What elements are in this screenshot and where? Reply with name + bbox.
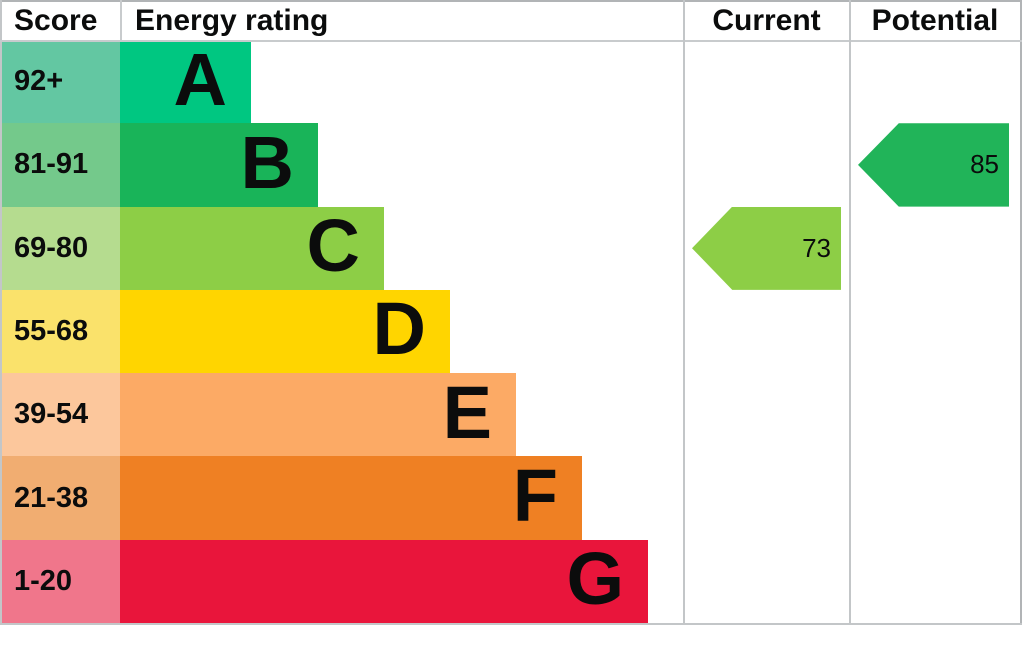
band-b-bar: B xyxy=(120,120,318,207)
rating-table-rows: Score Energy rating Current Potential 92… xyxy=(2,2,1020,623)
band-e-bar: E xyxy=(120,370,516,457)
band-d-bar: D xyxy=(120,287,450,374)
potential-column-header: Potential xyxy=(871,4,999,37)
band-a-letter: A xyxy=(173,37,227,121)
band-f-bar: F xyxy=(120,454,582,540)
current-column-divider xyxy=(683,0,685,625)
rating-table: Score Energy rating Current Potential 92… xyxy=(0,0,1022,625)
band-d-letter: D xyxy=(372,287,426,371)
table-top-border xyxy=(0,0,1022,2)
band-row-f: 21-38 F xyxy=(2,454,1020,540)
current-column-header: Current xyxy=(712,4,821,37)
band-f-score-range: 21-38 xyxy=(2,456,120,540)
band-b-score-range: 81-91 xyxy=(2,123,120,207)
score-column-divider xyxy=(120,0,122,40)
band-row-e: 39-54 E xyxy=(2,370,1020,457)
band-f-letter: F xyxy=(512,454,558,538)
potential-rating-value: 85 xyxy=(970,149,999,180)
band-g-letter: G xyxy=(566,537,624,621)
band-a-score-range: 92+ xyxy=(2,40,120,124)
band-c-letter: C xyxy=(306,204,360,288)
band-g-bar: G xyxy=(120,537,648,623)
header-underline xyxy=(0,40,1022,42)
band-d-score-range: 55-68 xyxy=(2,289,120,374)
potential-column-divider xyxy=(849,0,851,625)
band-e-letter: E xyxy=(442,370,492,454)
table-bottom-border xyxy=(0,623,1022,625)
band-e-score-range: 39-54 xyxy=(2,373,120,457)
band-c-score-range: 69-80 xyxy=(2,206,120,290)
current-rating-value: 73 xyxy=(802,232,831,263)
table-right-border xyxy=(1020,0,1022,625)
band-row-b: 81-91 B xyxy=(2,120,1020,207)
score-column-header: Score xyxy=(14,4,98,37)
band-g-score-range: 1-20 xyxy=(2,539,120,623)
band-b-letter: B xyxy=(240,120,294,204)
band-a-bar: A xyxy=(120,37,251,124)
band-row-c: 69-80 C xyxy=(2,204,1020,290)
table-left-border xyxy=(0,0,2,625)
band-row-d: 55-68 D xyxy=(2,287,1020,374)
table-header-row: Score Energy rating Current Potential xyxy=(2,2,1020,40)
band-row-a: 92+ A xyxy=(2,37,1020,124)
band-c-bar: C xyxy=(120,204,384,290)
band-row-g: 1-20 G xyxy=(2,537,1020,623)
energy-rating-column-header: Energy rating xyxy=(135,4,329,37)
